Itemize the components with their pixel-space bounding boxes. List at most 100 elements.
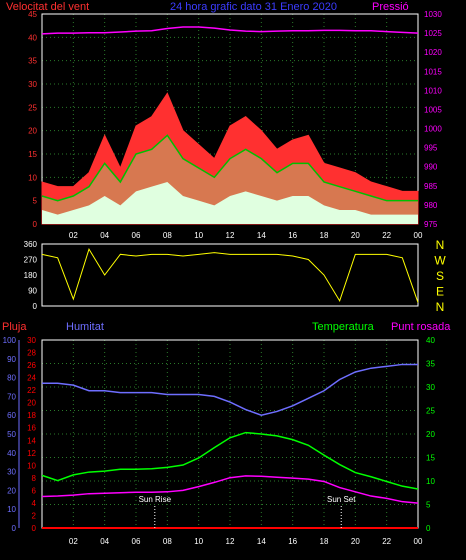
rain-y-tick-label: 6: [32, 486, 37, 495]
wind-y-tick-label: 40: [28, 33, 37, 42]
wind-x-tick-label: 18: [320, 231, 329, 240]
rain-y-tick-label: 8: [32, 474, 37, 483]
pressure-line: [41, 26, 419, 35]
rain-y-tick-label: 26: [27, 361, 36, 370]
direction-y-tick-label: 180: [24, 271, 38, 280]
humidity-y-tick-label: 70: [7, 392, 16, 401]
wind-y-tick-label: 25: [28, 103, 37, 112]
dewpoint-line: [41, 475, 419, 504]
wind-y-tick-label: 30: [28, 80, 37, 89]
wind-x-tick-label: 16: [288, 231, 297, 240]
temperature-y-tick-label: 15: [426, 454, 435, 463]
climate-x-tick-label: 02: [69, 537, 78, 546]
rain-y-tick-label: 28: [27, 349, 36, 358]
wind-avg-line: [41, 134, 418, 202]
climate-x-tick-label: 22: [382, 537, 391, 546]
temperature-label: Temperatura: [312, 321, 374, 333]
direction-y-tick-label: 270: [24, 256, 38, 265]
wind-x-tick-label: 12: [226, 231, 235, 240]
temperature-y-tick-label: 25: [426, 407, 435, 416]
wind-y-tick-label: 15: [28, 150, 37, 159]
period-title: 24 hora grafic dato 31 Enero 2020: [170, 1, 337, 13]
wind-x-tick-label: 06: [132, 231, 141, 240]
pressure-y-tick-label: 1000: [424, 125, 442, 134]
pressure-y-tick-label: 1025: [424, 29, 442, 38]
climate-x-tick-label: 18: [320, 537, 329, 546]
wind-y-tick-label: 10: [28, 173, 37, 182]
wind-y-tick-label: 5: [33, 197, 38, 206]
humidity-y-tick-label: 20: [7, 486, 16, 495]
humidity-y-tick-label: 80: [7, 374, 16, 383]
climate-x-tick-label: 10: [194, 537, 203, 546]
rain-y-tick-label: 30: [27, 336, 36, 345]
direction-y-tick-label: 0: [33, 302, 38, 311]
compass-label: S: [436, 269, 444, 283]
humidity-y-tick-label: 90: [7, 355, 16, 364]
direction-panel-frame: [41, 243, 419, 307]
pressure-y-tick-label: 1005: [424, 105, 442, 114]
climate-x-tick-label: 04: [100, 537, 109, 546]
compass-label: N: [436, 300, 445, 314]
humidity-y-tick-label: 0: [12, 524, 17, 533]
rain-y-tick-label: 4: [32, 499, 37, 508]
temperature-y-tick-label: 40: [426, 336, 435, 345]
dewpoint-label: Punt rosada: [391, 321, 451, 333]
temperature-y-tick-label: 10: [426, 477, 435, 486]
rain-label: Pluja: [2, 321, 27, 333]
pressure-y-tick-label: 1030: [424, 10, 442, 19]
wind-x-tick-label: 00: [414, 231, 423, 240]
humidity-line: [42, 363, 418, 416]
wind-x-tick-label: 22: [382, 231, 391, 240]
wind-x-tick-label: 04: [100, 231, 109, 240]
compass-label: N: [436, 238, 445, 252]
climate-x-tick-label: 00: [414, 537, 423, 546]
humidity-y-tick-label: 40: [7, 449, 16, 458]
compass-label: E: [436, 285, 444, 299]
wind-y-tick-label: 45: [28, 10, 37, 19]
humidity-label: Humitat: [66, 321, 104, 333]
climate-x-tick-label: 06: [132, 537, 141, 546]
humidity-y-tick-label: 100: [3, 336, 17, 345]
humidity-y-tick-label: 50: [7, 430, 16, 439]
wind-y-tick-label: 0: [33, 220, 38, 229]
wind-y-tick-label: 35: [28, 57, 37, 66]
humidity-y-tick-label: 30: [7, 468, 16, 477]
compass-label: W: [434, 254, 446, 268]
rain-y-tick-label: 12: [27, 449, 36, 458]
rain-y-tick-label: 10: [27, 461, 36, 470]
temperature-y-tick-label: 0: [426, 524, 431, 533]
climate-x-tick-label: 12: [226, 537, 235, 546]
sunset-label: Sun Set: [327, 495, 356, 504]
rain-y-tick-label: 16: [27, 424, 36, 433]
rain-y-tick-label: 14: [27, 436, 36, 445]
wind-x-tick-label: 02: [69, 231, 78, 240]
wind-y-tick-label: 20: [28, 127, 37, 136]
wind-x-tick-label: 10: [194, 231, 203, 240]
direction-y-tick-label: 360: [24, 240, 38, 249]
pressure-y-tick-label: 980: [424, 201, 438, 210]
rain-y-tick-label: 24: [27, 374, 36, 383]
wind-direction-line: [41, 247, 419, 303]
temperature-y-tick-label: 30: [426, 383, 435, 392]
rain-y-tick-label: 2: [32, 511, 37, 520]
wind-x-tick-label: 08: [163, 231, 172, 240]
pressure-y-tick-label: 1010: [424, 86, 442, 95]
rain-y-tick-label: 22: [27, 386, 36, 395]
rain-y-tick-label: 0: [32, 524, 37, 533]
temperature-line: [41, 431, 419, 490]
temperature-y-tick-label: 5: [426, 501, 431, 510]
rain-y-tick-label: 18: [27, 411, 36, 420]
wind-min-area: [42, 182, 418, 224]
humidity-y-tick-label: 10: [7, 505, 16, 514]
climate-x-tick-label: 14: [257, 537, 266, 546]
climate-x-tick-label: 20: [351, 537, 360, 546]
temperature-y-tick-label: 20: [426, 430, 435, 439]
sunrise-label: Sun Rise: [139, 495, 172, 504]
climate-x-tick-label: 08: [163, 537, 172, 546]
pressure-y-tick-label: 985: [424, 182, 438, 191]
rain-y-tick-label: 20: [27, 399, 36, 408]
temperature-y-tick-label: 35: [426, 360, 435, 369]
pressure-y-tick-label: 1020: [424, 48, 442, 57]
